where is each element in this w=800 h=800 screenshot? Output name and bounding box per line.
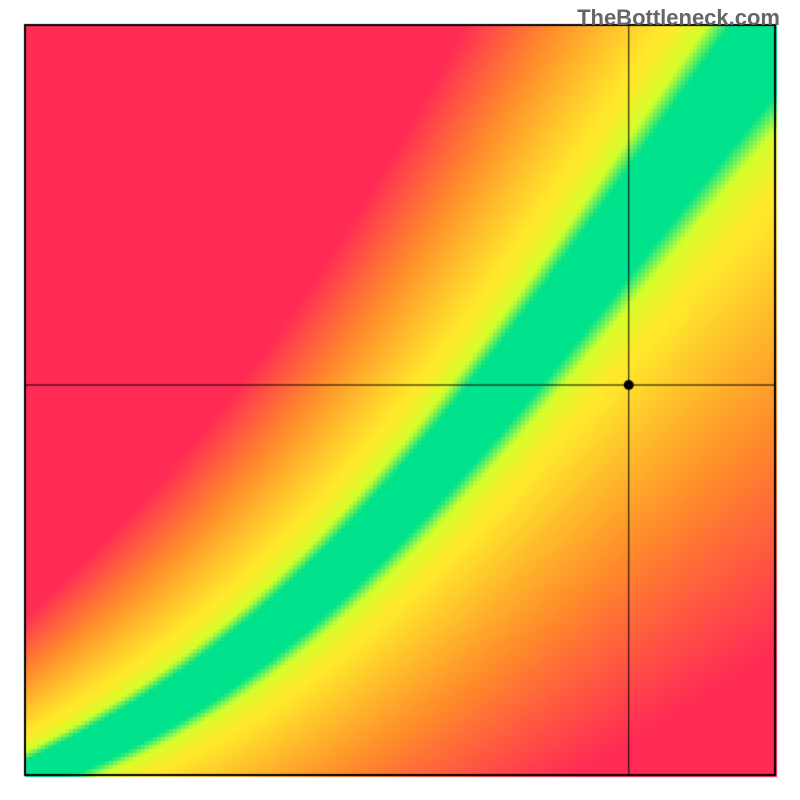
watermark-text: TheBottleneck.com bbox=[577, 5, 780, 31]
chart-container: TheBottleneck.com bbox=[0, 0, 800, 800]
bottleneck-heatmap bbox=[0, 0, 800, 800]
